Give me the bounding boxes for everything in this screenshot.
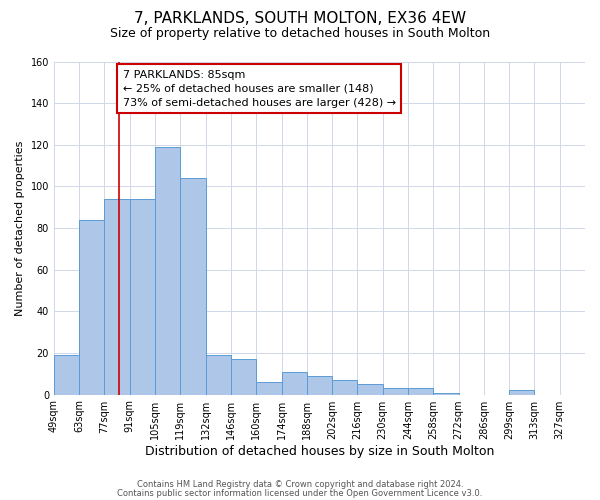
X-axis label: Distribution of detached houses by size in South Molton: Distribution of detached houses by size … — [145, 444, 494, 458]
Bar — [130, 199, 155, 394]
Text: Contains HM Land Registry data © Crown copyright and database right 2024.: Contains HM Land Registry data © Crown c… — [137, 480, 463, 489]
Bar — [231, 359, 256, 394]
Bar — [358, 384, 383, 394]
Bar — [383, 388, 408, 394]
Y-axis label: Number of detached properties: Number of detached properties — [15, 140, 25, 316]
Text: 7, PARKLANDS, SOUTH MOLTON, EX36 4EW: 7, PARKLANDS, SOUTH MOLTON, EX36 4EW — [134, 11, 466, 26]
Bar — [307, 376, 332, 394]
Bar — [281, 372, 307, 394]
Bar — [79, 220, 104, 394]
Text: 7 PARKLANDS: 85sqm
← 25% of detached houses are smaller (148)
73% of semi-detach: 7 PARKLANDS: 85sqm ← 25% of detached hou… — [123, 70, 396, 108]
Bar — [104, 199, 130, 394]
Text: Size of property relative to detached houses in South Molton: Size of property relative to detached ho… — [110, 28, 490, 40]
Bar — [54, 355, 79, 395]
Bar — [181, 178, 206, 394]
Bar — [256, 382, 281, 394]
Bar — [433, 392, 458, 394]
Bar — [408, 388, 433, 394]
Bar — [155, 147, 181, 394]
Text: Contains public sector information licensed under the Open Government Licence v3: Contains public sector information licen… — [118, 488, 482, 498]
Bar — [206, 355, 231, 395]
Bar — [332, 380, 358, 394]
Bar — [509, 390, 535, 394]
